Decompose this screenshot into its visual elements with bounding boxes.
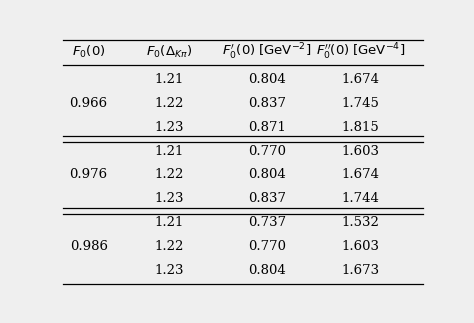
Text: 0.871: 0.871 — [248, 120, 286, 134]
Text: 0.804: 0.804 — [248, 73, 286, 86]
Text: 0.737: 0.737 — [248, 216, 286, 229]
Text: 0.966: 0.966 — [70, 97, 108, 110]
Text: $F_0(\Delta_{K\pi})$: $F_0(\Delta_{K\pi})$ — [146, 44, 192, 60]
Text: 0.986: 0.986 — [70, 240, 108, 253]
Text: 1.815: 1.815 — [342, 120, 379, 134]
Text: 1.22: 1.22 — [155, 97, 184, 110]
Text: $F_0''(0)\;[\mathrm{GeV}^{-4}]$: $F_0''(0)\;[\mathrm{GeV}^{-4}]$ — [316, 42, 405, 62]
Text: 0.837: 0.837 — [248, 97, 286, 110]
Text: 1.23: 1.23 — [155, 264, 184, 277]
Text: 0.770: 0.770 — [248, 240, 286, 253]
Text: 0.804: 0.804 — [248, 168, 286, 182]
Text: 1.603: 1.603 — [341, 240, 380, 253]
Text: 1.23: 1.23 — [155, 120, 184, 134]
Text: $F_0(0)$: $F_0(0)$ — [72, 44, 105, 60]
Text: 1.21: 1.21 — [155, 144, 184, 158]
Text: 1.22: 1.22 — [155, 240, 184, 253]
Text: 1.674: 1.674 — [341, 168, 380, 182]
Text: 1.23: 1.23 — [155, 192, 184, 205]
Text: 1.22: 1.22 — [155, 168, 184, 182]
Text: 1.744: 1.744 — [342, 192, 379, 205]
Text: 0.804: 0.804 — [248, 264, 286, 277]
Text: 1.603: 1.603 — [341, 144, 380, 158]
Text: 1.674: 1.674 — [341, 73, 380, 86]
Text: 0.976: 0.976 — [70, 168, 108, 182]
Text: 0.770: 0.770 — [248, 144, 286, 158]
Text: $F_0'(0)\;[\mathrm{GeV}^{-2}]$: $F_0'(0)\;[\mathrm{GeV}^{-2}]$ — [222, 42, 311, 62]
Text: 0.837: 0.837 — [248, 192, 286, 205]
Text: 1.745: 1.745 — [342, 97, 379, 110]
Text: 1.532: 1.532 — [342, 216, 379, 229]
Text: 1.21: 1.21 — [155, 73, 184, 86]
Text: 1.21: 1.21 — [155, 216, 184, 229]
Text: 1.673: 1.673 — [341, 264, 380, 277]
